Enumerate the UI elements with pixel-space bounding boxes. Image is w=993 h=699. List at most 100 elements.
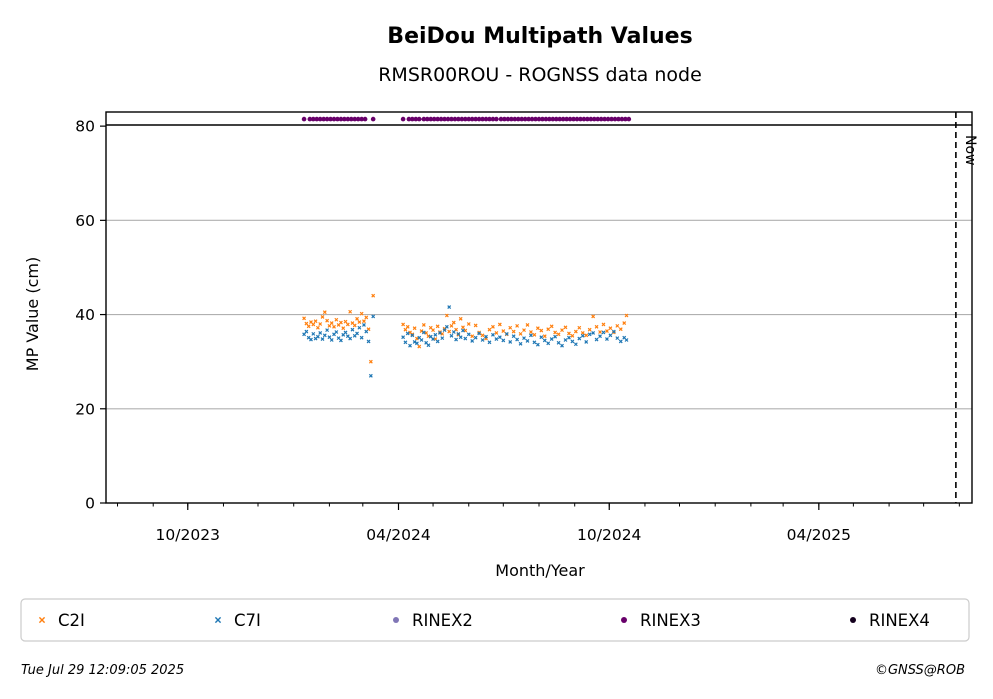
point-rinex3 xyxy=(400,116,406,122)
point-c7i-stroke xyxy=(359,335,364,340)
point-c7i xyxy=(304,329,309,334)
point-c2i-stroke xyxy=(624,313,629,318)
point-c7i xyxy=(553,334,558,339)
point-c7i xyxy=(477,331,482,336)
point-c7i xyxy=(584,339,589,344)
point-c7i xyxy=(484,334,488,339)
point-c2i xyxy=(449,323,454,328)
point-c2i-stroke xyxy=(525,323,530,327)
point-c2i-stroke xyxy=(535,326,540,331)
point-c2i-stroke xyxy=(456,332,461,337)
point-c2i xyxy=(302,316,306,321)
point-c7i xyxy=(532,340,537,345)
point-rinex3 xyxy=(342,116,347,122)
point-rinex3 xyxy=(509,116,514,122)
point-c2i xyxy=(605,329,609,333)
point-c2i xyxy=(591,314,596,319)
legend-marker-c2i-stroke xyxy=(38,616,46,624)
point-c7i xyxy=(549,337,554,341)
point-c7i-stroke xyxy=(608,333,613,338)
point-c7i-stroke xyxy=(438,331,442,335)
point-c7i xyxy=(598,334,602,339)
point-rinex3 xyxy=(483,116,489,122)
point-rinex3 xyxy=(588,116,594,122)
point-c2i xyxy=(584,333,589,338)
legend-marker-c2i xyxy=(38,616,46,624)
point-c2i xyxy=(525,323,530,327)
point-rinex3 xyxy=(602,116,607,122)
point-rinex3 xyxy=(469,116,475,122)
point-c2i xyxy=(332,324,336,329)
point-c7i-stroke xyxy=(444,324,449,329)
point-c2i xyxy=(318,322,323,326)
point-c7i xyxy=(556,340,561,345)
point-c2i-stroke xyxy=(605,329,609,333)
point-c2i-stroke xyxy=(601,322,606,327)
point-c2i-stroke xyxy=(508,325,513,330)
point-c7i xyxy=(447,305,452,309)
point-c2i xyxy=(515,323,520,328)
point-rinex3 xyxy=(512,116,518,122)
point-c2i-stroke xyxy=(343,319,348,324)
point-c2i-stroke xyxy=(302,316,306,321)
point-c2i-stroke xyxy=(428,325,433,330)
point-c7i-stroke xyxy=(587,332,592,337)
y-tick-label: 0 xyxy=(85,495,95,513)
now-label: Now xyxy=(962,135,978,166)
legend-marker-rinex3 xyxy=(621,617,627,623)
point-c2i xyxy=(368,359,373,364)
point-c7i xyxy=(431,337,435,341)
point-c7i-stroke xyxy=(350,327,355,332)
point-c2i-stroke xyxy=(584,333,589,338)
point-c7i-stroke xyxy=(580,333,585,338)
point-c7i-stroke xyxy=(473,335,478,340)
point-c2i xyxy=(403,327,408,332)
point-c7i xyxy=(315,334,320,339)
point-c2i xyxy=(447,329,452,334)
point-c7i-stroke xyxy=(487,340,492,345)
point-c2i xyxy=(466,322,471,326)
point-c7i-stroke xyxy=(327,335,332,340)
point-c7i-stroke xyxy=(364,329,369,334)
point-c7i-stroke xyxy=(401,335,406,340)
grid-lines xyxy=(106,219,972,410)
point-c7i-stroke xyxy=(618,339,623,344)
point-rinex3 xyxy=(547,116,552,122)
point-rinex3 xyxy=(355,116,361,122)
point-c7i-stroke xyxy=(343,330,348,335)
point-c7i-stroke xyxy=(622,335,627,340)
point-rinex3 xyxy=(456,116,461,122)
point-c2i-stroke xyxy=(515,323,520,328)
point-c7i xyxy=(508,339,513,344)
point-c2i-stroke xyxy=(339,320,343,325)
point-c7i xyxy=(570,339,575,344)
point-c7i xyxy=(309,337,313,342)
point-c2i xyxy=(573,329,578,334)
point-c7i-stroke xyxy=(601,330,606,335)
point-rinex3 xyxy=(449,116,454,122)
point-c2i xyxy=(618,327,623,332)
point-c2i-stroke xyxy=(325,318,330,323)
x-tick-label: 10/2024 xyxy=(577,526,641,544)
point-c2i-stroke xyxy=(352,323,357,328)
point-rinex3 xyxy=(560,116,566,122)
y-tick-label: 80 xyxy=(75,118,95,136)
point-c7i-stroke xyxy=(415,341,419,346)
point-c2i-stroke xyxy=(539,328,544,333)
point-rinex3 xyxy=(616,116,621,122)
point-c2i xyxy=(458,316,463,321)
point-c7i xyxy=(444,324,449,329)
point-c2i xyxy=(431,328,435,333)
point-c2i xyxy=(501,329,506,333)
y-axis: 0 20 40 60 80 xyxy=(75,118,106,513)
point-c7i-stroke xyxy=(456,331,461,336)
point-c7i-stroke xyxy=(325,328,330,333)
point-rinex3 xyxy=(543,116,549,122)
point-rinex3 xyxy=(522,116,528,122)
point-c7i-stroke xyxy=(501,338,506,343)
point-c2i-stroke xyxy=(311,322,316,327)
point-c2i-stroke xyxy=(549,324,554,329)
point-c7i xyxy=(419,338,424,342)
point-c7i-stroke xyxy=(315,334,320,339)
point-c7i xyxy=(618,339,623,344)
